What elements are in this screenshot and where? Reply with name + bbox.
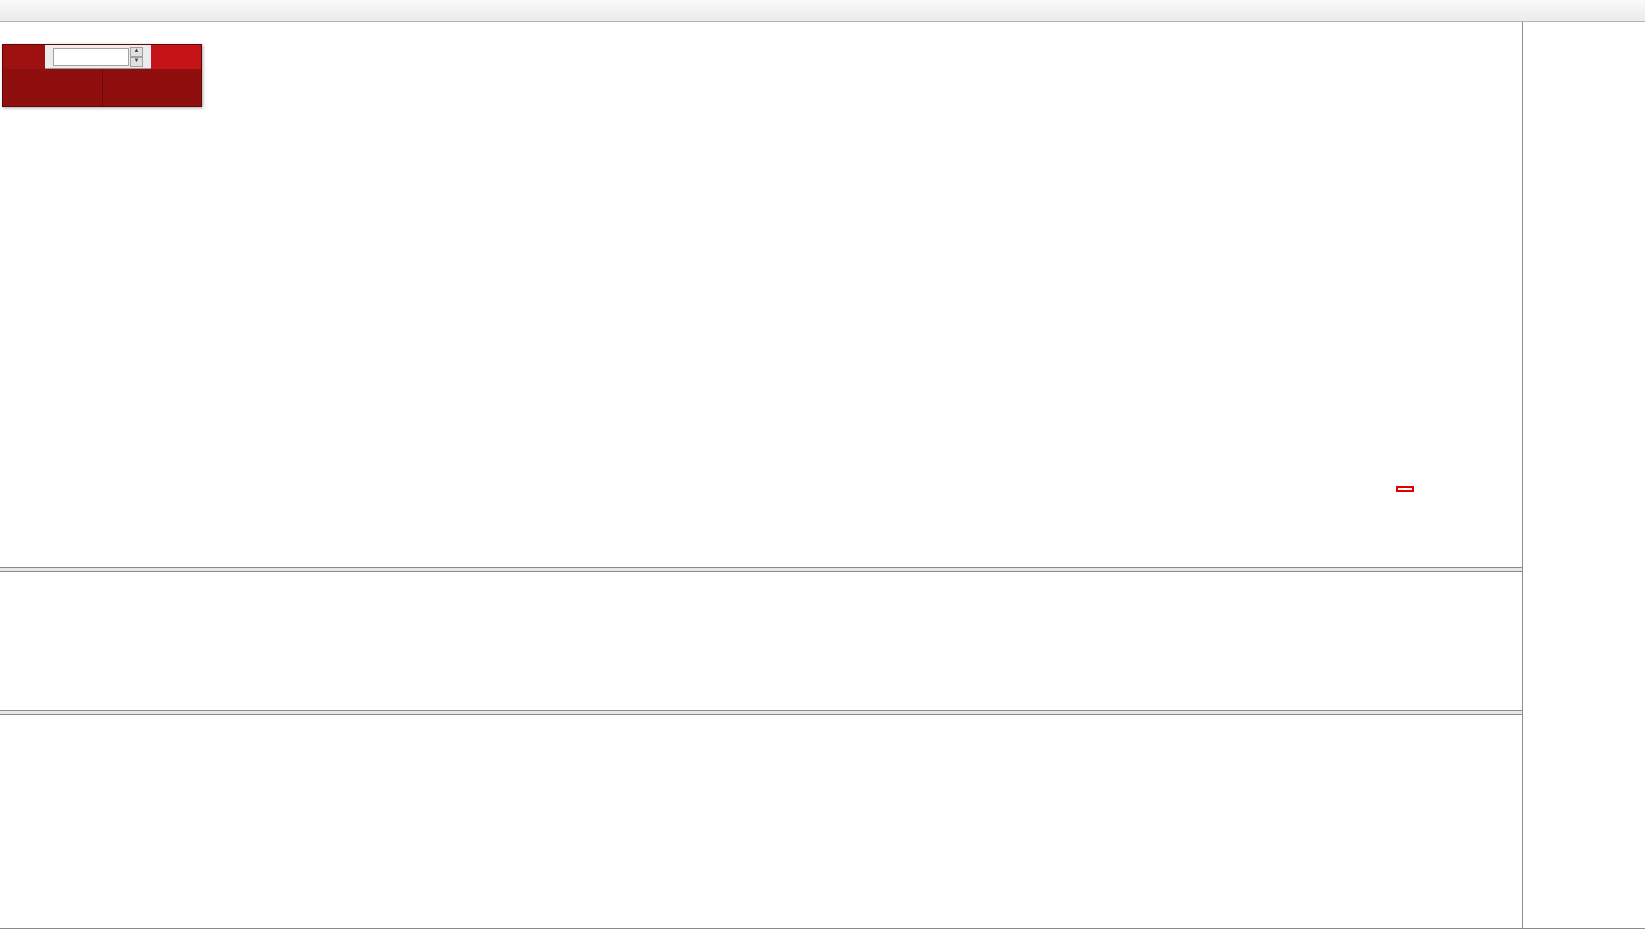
sell-price[interactable] (3, 69, 103, 106)
volume-control: ▲ ▼ (45, 45, 151, 69)
macd-canvas (0, 572, 1522, 710)
volume-increase-button[interactable]: ▲ (130, 46, 143, 57)
price-chart-canvas[interactable] (0, 22, 1522, 567)
level-price-callout (1396, 486, 1414, 492)
price-axis[interactable] (1522, 22, 1645, 928)
volume-decrease-button[interactable]: ▼ (130, 56, 143, 67)
rsi-canvas (0, 715, 1522, 928)
main-chart-panel[interactable]: ▲ ▼ (0, 22, 1522, 567)
panel-splitter[interactable] (0, 567, 1645, 572)
time-axis[interactable] (0, 928, 1645, 948)
macd-panel[interactable] (0, 572, 1522, 710)
buy-price[interactable] (103, 69, 202, 106)
one-click-trade-panel: ▲ ▼ (2, 44, 202, 107)
buy-button[interactable] (151, 45, 201, 69)
volume-input[interactable] (53, 47, 129, 66)
panel-splitter[interactable] (0, 710, 1645, 715)
sell-button[interactable] (3, 45, 45, 69)
toolbar (0, 0, 1645, 22)
rsi-panel[interactable] (0, 715, 1522, 928)
